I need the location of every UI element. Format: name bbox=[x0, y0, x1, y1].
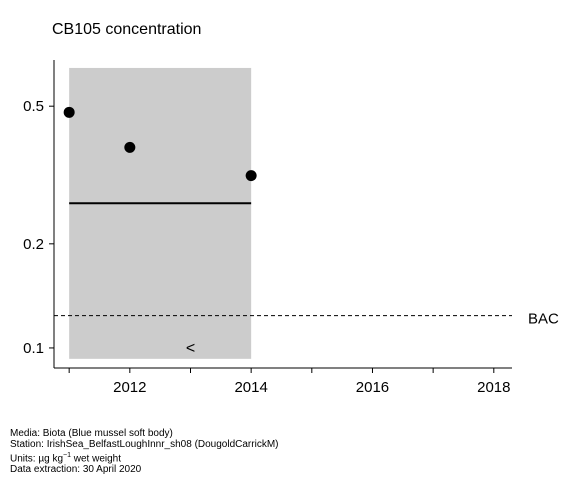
footer-extraction: Data extraction: 30 April 2020 bbox=[10, 464, 142, 476]
units-unit: µg kg bbox=[38, 453, 64, 465]
units-suffix: wet weight bbox=[71, 453, 122, 465]
y-tick-label: 0.1 bbox=[23, 340, 44, 357]
x-tick-label: 2018 bbox=[477, 379, 510, 396]
data-point bbox=[63, 106, 75, 118]
shaded-region bbox=[69, 67, 252, 359]
plot-area: 0.1 0.2 0.5 2012 2014 2016 2018 BAC < bbox=[23, 60, 559, 396]
data-point bbox=[245, 170, 257, 182]
data-point bbox=[124, 141, 136, 153]
less-than-marker: < bbox=[186, 340, 195, 357]
chart-title: CB105 concentration bbox=[52, 21, 201, 38]
x-tick-label: 2016 bbox=[356, 379, 389, 396]
reference-label-bac: BAC bbox=[528, 311, 559, 328]
x-tick-label: 2012 bbox=[113, 379, 146, 396]
y-tick-label: 0.5 bbox=[23, 98, 44, 115]
chart: CB105 concentration 0.1 0.2 0.5 2012 2014 201… bbox=[23, 21, 559, 396]
x-tick-label: 2014 bbox=[234, 379, 267, 396]
footer-media: Media: Biota (Blue mussel soft body) bbox=[10, 428, 173, 439]
footer-station: Station: IrishSea_BelfastLoughInnr_sh08 … bbox=[10, 439, 279, 450]
units-prefix: Units: bbox=[10, 453, 39, 465]
footer: Media: Biota (Blue mussel soft body) Sta… bbox=[10, 428, 278, 475]
footer-units: Units: µg kg−1 wet weight bbox=[10, 450, 278, 464]
units-exponent: −1 bbox=[63, 452, 71, 459]
y-tick-label: 0.2 bbox=[23, 236, 44, 253]
